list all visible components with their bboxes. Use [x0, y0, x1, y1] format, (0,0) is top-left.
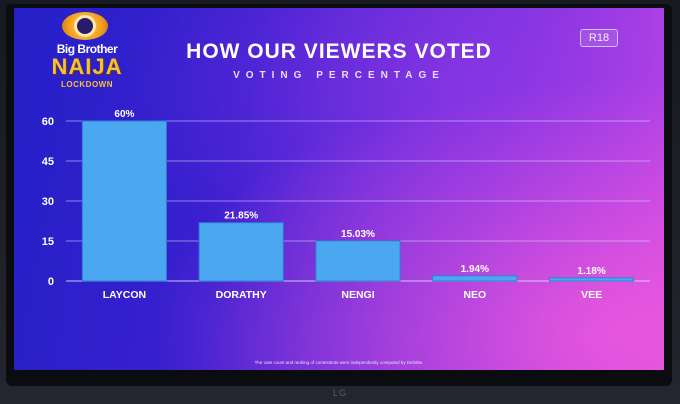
chart-title: HOW OUR VIEWERS VOTED: [186, 40, 492, 63]
bar-neo: [432, 275, 518, 282]
data-label: 60%: [114, 109, 134, 120]
big-brother-naija-logo: Big Brother NAIJA LOCKDOWN: [42, 12, 132, 104]
x-tick-label: VEE: [581, 289, 602, 301]
bar-nengi: [315, 240, 401, 282]
x-tick-label: NENGI: [341, 289, 374, 301]
y-tick-label: 60: [42, 116, 54, 128]
chart-subtitle: VOTING PERCENTAGE: [233, 70, 445, 81]
y-tick-label: 0: [48, 276, 54, 288]
data-label: 1.94%: [461, 264, 489, 275]
y-tick-label: 15: [42, 236, 54, 248]
bar-dorathy: [198, 222, 284, 282]
tv-brand-logo: LG: [332, 388, 347, 398]
x-tick-label: NEO: [463, 289, 486, 301]
x-tick-label: LAYCON: [103, 289, 146, 301]
x-tick-label: DORATHY: [216, 289, 267, 301]
footnote: The vote count and ranking of contestant…: [254, 360, 424, 365]
y-tick-label: 45: [42, 156, 54, 168]
eye-icon: [62, 12, 108, 40]
logo-line-1: Big Brother: [56, 42, 118, 56]
data-label: 15.03%: [341, 229, 375, 240]
tv-screen: Big Brother NAIJA LOCKDOWN HOW OUR VIEWE…: [14, 8, 664, 370]
data-label: 1.18%: [577, 266, 605, 277]
y-tick-label: 30: [42, 196, 54, 208]
logo-line-2: NAIJA: [51, 54, 123, 79]
bar-laycon: [81, 120, 167, 282]
data-label: 21.85%: [224, 211, 258, 222]
rating-badge: R18: [580, 29, 618, 47]
bar-chart: 0 15 30 45 60 60% LAYCON 21.85% DORATHY 15.03% NEN…: [42, 109, 650, 301]
bar-vee: [549, 277, 635, 282]
logo-line-3: LOCKDOWN: [61, 80, 113, 89]
